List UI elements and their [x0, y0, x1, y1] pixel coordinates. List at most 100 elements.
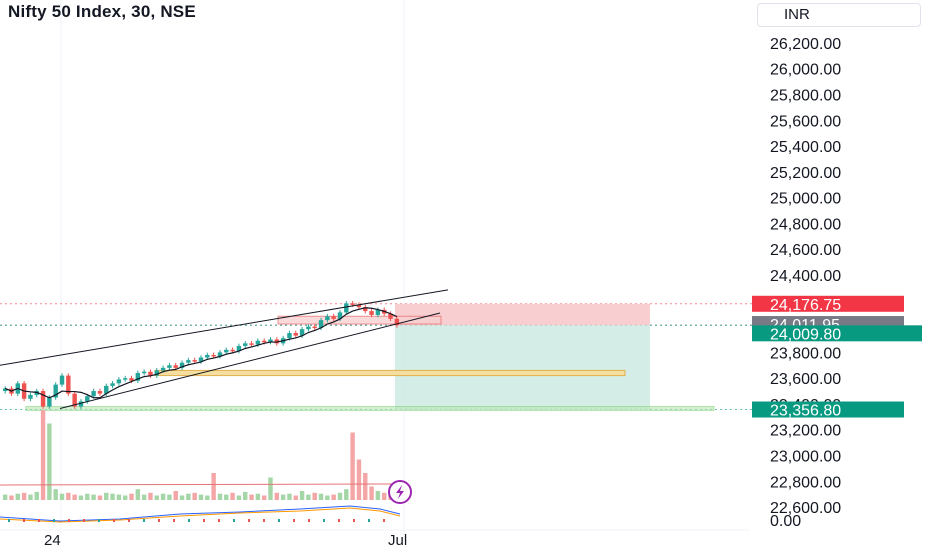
- volume-bar: [363, 473, 368, 500]
- indicator-histogram-bar: [38, 519, 40, 522]
- candle: [85, 396, 90, 402]
- indicator-histogram-bar: [278, 519, 280, 522]
- y-axis: 26,200.00 26,000.00 25,800.00 25,600.00 25,4…: [770, 36, 841, 530]
- indicator-histogram-bar: [23, 519, 25, 522]
- volume-bar: [268, 477, 273, 500]
- volume-bar: [160, 493, 166, 500]
- volume-bar: [129, 493, 134, 500]
- lines-layer: [0, 289, 449, 409]
- candle: [205, 354, 210, 358]
- volume-bar: [369, 486, 374, 500]
- volume-bar: [104, 492, 109, 500]
- volume-bar: [167, 494, 172, 500]
- x-axis: 24 Jul: [44, 532, 407, 549]
- candle: [129, 378, 134, 381]
- volume-bar: [47, 423, 52, 500]
- volume-bar: [179, 495, 185, 500]
- volume-bar: [85, 493, 90, 500]
- price-label-text: 24,176.75: [770, 297, 841, 314]
- volume-bar: [243, 491, 248, 500]
- volume-bar: [141, 494, 147, 500]
- volume-bar: [249, 494, 254, 500]
- candle: [192, 360, 197, 362]
- candle: [236, 345, 242, 352]
- currency-selector[interactable]: INR: [757, 3, 921, 27]
- candle: [224, 349, 229, 353]
- volume-bar: [154, 495, 159, 500]
- volume-bar: [205, 495, 210, 500]
- indicator-histogram-bar: [203, 519, 205, 522]
- y-tick-label: 23,600.00: [770, 371, 841, 388]
- candle: [293, 333, 298, 336]
- volume-bar: [325, 495, 330, 500]
- candle: [148, 371, 153, 376]
- y-tick-label: 25,600.00: [770, 113, 841, 130]
- candle: [312, 326, 317, 329]
- indicator-line-orange: [0, 507, 401, 523]
- volume-bar: [192, 492, 197, 500]
- indicator-histogram-bar: [323, 519, 325, 522]
- volume-bar: [274, 492, 280, 500]
- volume-bar: [173, 491, 178, 500]
- candle: [363, 307, 368, 312]
- price-label-tag: [752, 295, 904, 312]
- y-tick-label: 25,000.00: [770, 191, 841, 208]
- chart-title: Nifty 50 Index, 30, NSE: [8, 2, 196, 21]
- candle: [388, 313, 393, 319]
- moving-average-line: [4, 307, 398, 399]
- trend-upper-line: [0, 289, 449, 366]
- volume-bar: [2, 494, 8, 500]
- y-tick-label: 24,400.00: [770, 268, 841, 285]
- indicator-histogram-bar: [233, 519, 235, 522]
- volume-bar: [198, 494, 204, 500]
- candle: [306, 326, 311, 330]
- indicator-histogram-bar: [368, 519, 370, 522]
- candle: [350, 303, 355, 305]
- volume-bar: [287, 493, 292, 500]
- volume-bar: [15, 493, 21, 500]
- target-zone: [395, 325, 650, 410]
- candle: [331, 316, 336, 319]
- y-tick-label: 22,800.00: [770, 474, 841, 491]
- volume-bar: [122, 495, 128, 500]
- volume-bar: [148, 492, 153, 500]
- y-tick-label: 24,800.00: [770, 216, 841, 233]
- resistance-zone: [277, 315, 442, 325]
- volume-bar: [236, 495, 242, 500]
- volume-bar: [230, 492, 235, 500]
- indicator-histogram-bar: [248, 519, 250, 522]
- volume-bar: [381, 492, 387, 500]
- candle: [255, 340, 261, 345]
- candle: [243, 343, 248, 346]
- volume-bar: [9, 495, 14, 500]
- volume-ma-line: [0, 483, 401, 486]
- indicator-histogram-bar: [308, 519, 310, 522]
- candle: [167, 365, 172, 368]
- volume-bar: [21, 492, 27, 500]
- indicator-line-blue: [0, 505, 401, 522]
- candle: [287, 333, 292, 339]
- y-tick-label: 26,000.00: [770, 62, 841, 79]
- candle: [186, 360, 191, 363]
- candle: [91, 391, 96, 397]
- lightning-icon: [396, 485, 404, 499]
- grid-layer: [0, 0, 752, 535]
- candle: [325, 316, 330, 321]
- volume-bar: [28, 494, 33, 500]
- volume-bar: [293, 495, 298, 500]
- candle: [66, 375, 71, 394]
- volume-bar: [110, 493, 115, 500]
- candle: [299, 329, 305, 336]
- price-label-text: 23,356.80: [770, 403, 841, 420]
- candle: [261, 340, 267, 343]
- candle: [2, 388, 8, 392]
- volume-layer: [0, 410, 412, 523]
- candle: [356, 304, 362, 308]
- candle: [40, 391, 46, 407]
- volume-bar: [255, 493, 261, 500]
- candle: [369, 311, 374, 315]
- y-tick-label: 23,200.00: [770, 423, 841, 440]
- candle: [211, 354, 216, 357]
